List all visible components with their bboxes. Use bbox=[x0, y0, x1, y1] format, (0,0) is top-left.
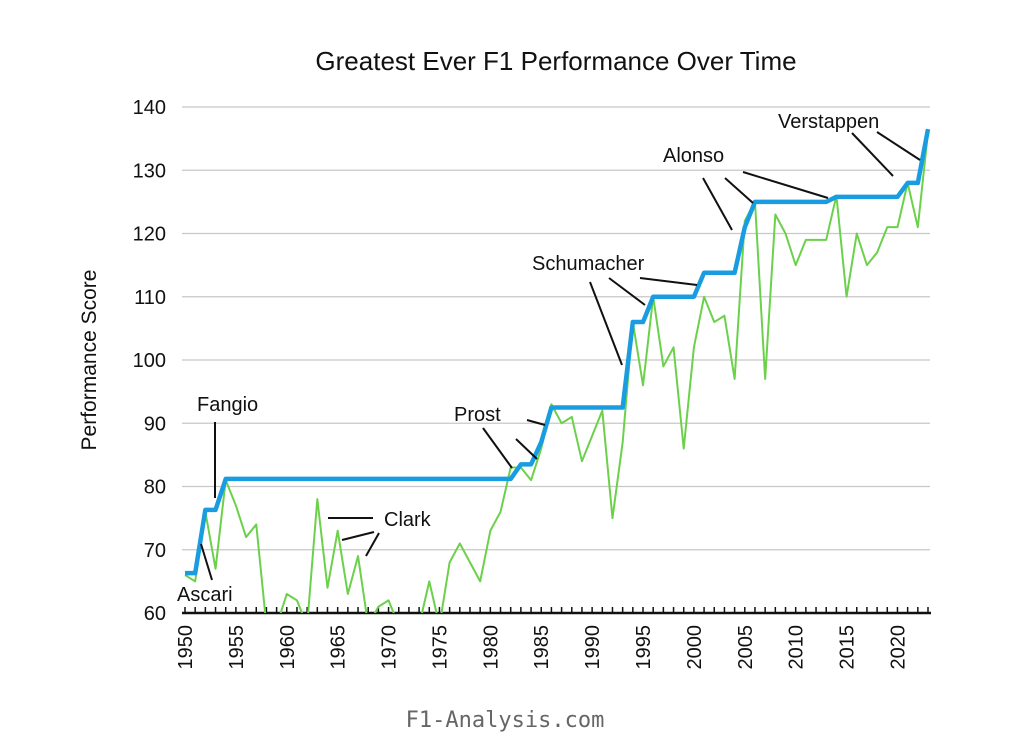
x-tick-label: 1975 bbox=[429, 625, 451, 670]
annotation-leader-line bbox=[365, 532, 380, 557]
x-tick-label: 1970 bbox=[379, 625, 401, 670]
annotation-leader-line bbox=[482, 427, 513, 469]
x-tick-label: 1955 bbox=[226, 625, 248, 670]
annotation-leader-line bbox=[589, 281, 623, 366]
annotation-leader-line bbox=[639, 277, 698, 286]
annotation-verstappen: Verstappen bbox=[778, 111, 879, 133]
y-axis-label: Performance Score bbox=[78, 270, 101, 451]
annotation-prost: Prost bbox=[454, 404, 501, 426]
annotation-leader-line bbox=[851, 132, 894, 177]
y-tick-label: 140 bbox=[133, 97, 166, 119]
y-tick-label: 60 bbox=[144, 603, 166, 625]
x-tick-label: 1950 bbox=[175, 625, 197, 670]
annotation-leader-line bbox=[526, 419, 546, 426]
annotation-schumacher: Schumacher bbox=[532, 253, 645, 275]
annotation-clark: Clark bbox=[384, 509, 432, 531]
x-tick-label: 1960 bbox=[277, 625, 299, 670]
x-tick-label: 2020 bbox=[887, 625, 909, 670]
annotation-alonso: Alonso bbox=[663, 145, 724, 167]
annotation-leader-line bbox=[200, 543, 213, 581]
y-tick-label: 100 bbox=[133, 350, 166, 372]
annotation-leader-line bbox=[876, 131, 921, 161]
x-tick-label: 1985 bbox=[531, 625, 553, 670]
chart-title: Greatest Ever F1 Performance Over Time bbox=[315, 46, 796, 76]
x-tick-label: 2005 bbox=[735, 625, 757, 670]
series-line-record bbox=[185, 128, 931, 576]
x-tick-label: 2015 bbox=[837, 625, 859, 670]
watermark: F1-Analysis.com bbox=[406, 708, 605, 733]
y-tick-label: 90 bbox=[144, 413, 166, 435]
y-tick-label: 120 bbox=[133, 224, 166, 246]
series-line-yearly bbox=[184, 132, 929, 613]
annotation-ascari: Ascari bbox=[177, 584, 233, 606]
y-tick-label: 130 bbox=[133, 160, 166, 182]
annotation-leader-line bbox=[724, 177, 754, 204]
x-tick-label: 1980 bbox=[480, 625, 502, 670]
annotation-leader-line bbox=[608, 277, 646, 306]
y-tick-label: 80 bbox=[144, 477, 166, 499]
x-tick-label: 1990 bbox=[582, 625, 604, 670]
x-tick-label: 1965 bbox=[328, 625, 350, 670]
x-tick-label: 2010 bbox=[786, 625, 808, 670]
x-tick-label: 1995 bbox=[633, 625, 655, 670]
annotation-leader-line bbox=[341, 531, 375, 541]
y-tick-label: 70 bbox=[144, 540, 166, 562]
annotation-leader-line bbox=[742, 171, 829, 199]
y-tick-label: 110 bbox=[134, 287, 166, 309]
annotation-leader-line bbox=[515, 438, 538, 460]
x-tick-label: 2000 bbox=[684, 625, 706, 670]
annotation-fangio: Fangio bbox=[197, 394, 258, 416]
annotation-leader-line bbox=[702, 177, 733, 231]
